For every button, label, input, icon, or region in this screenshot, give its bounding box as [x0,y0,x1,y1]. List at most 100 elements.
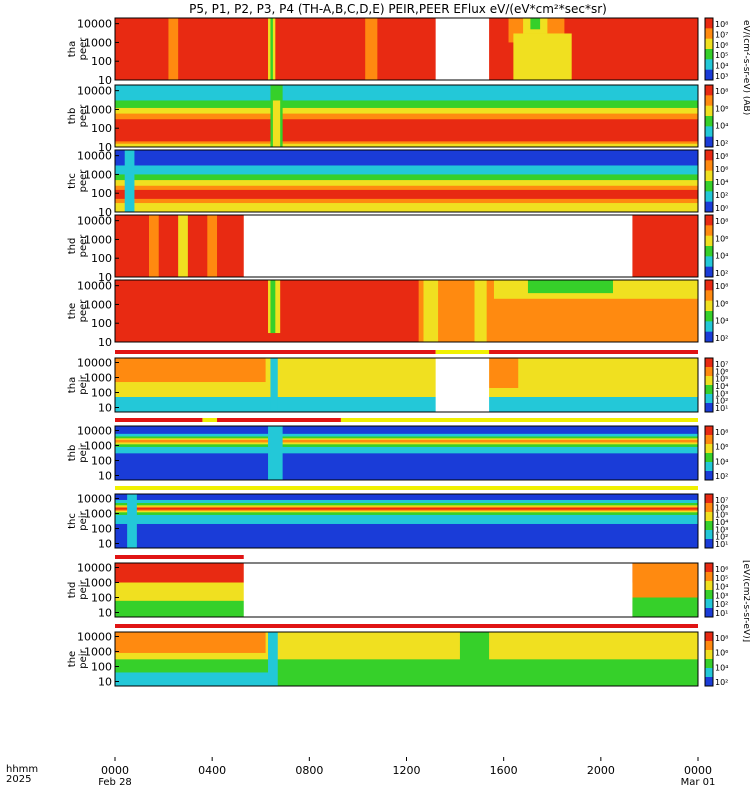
y-tick-label: 1000 [84,372,112,385]
x-tick-label: 0800 [295,764,323,777]
panel-ylabel-species: peir [78,510,89,530]
colorbar-tick-label: 10⁵ [715,51,728,60]
y-tick-label: 10000 [77,493,112,506]
y-tick-label: 10 [98,401,112,414]
panel-frame [114,214,699,278]
y-tick-label: 10 [98,469,112,482]
time-axis-row-label-1: hhmm [6,764,38,775]
colorbar-segment [705,394,713,404]
colorbar-frame [704,149,714,213]
panel-ylabel-probe: thc [67,173,78,189]
spectrogram-band [115,507,698,510]
y-tick-label: 10 [98,271,112,284]
colorbar-tick-label: 10⁴ [715,382,728,391]
spectrogram-band [270,358,278,412]
panel-thb-peer: 10000 1000 100 10 thb peer 10⁸ 10⁶ 10⁴ 10² [67,84,728,154]
y-tick-label: 100 [91,317,112,330]
colorbar-segment [705,471,713,481]
y-tick-label: 10000 [77,85,112,98]
colorbar-frame [704,425,714,481]
colorbar-segment [705,539,713,549]
colorbar-segment [705,385,713,395]
y-tick-label: 1000 [84,233,112,246]
y-tick-label: 1000 [84,168,112,181]
colorbar: 10⁸ 10⁶ 10⁴ 10² [704,214,728,278]
colorbar-segment [705,435,713,445]
colorbar-tick-label: 10¹ [715,540,728,549]
colorbar: 10⁸ 10⁶ 10⁴ 10² [704,425,728,481]
quality-flag-segment [115,624,698,628]
spectrogram-band [115,397,698,412]
colorbar-tick-label: 10⁴ [715,252,728,261]
colorbar-segment [705,280,713,291]
panel-ylabel-species: peer [78,37,89,61]
panel-ylabel-species: peir [78,579,89,599]
panel-ylabel-species: peer [78,169,89,193]
colorbar-segment [705,181,713,192]
colorbar-tick-label: 10² [715,678,728,687]
colorbar-segment [705,331,713,343]
colorbar-units: [eV/(cm2-s-sr-eV)] [741,560,750,642]
quality-flag-segment [340,418,698,422]
y-tick-label: 10000 [77,150,112,163]
colorbar-segment [705,521,713,531]
y-tick-label: 1000 [84,103,112,116]
colorbar-segment [705,300,713,312]
colorbar: 10⁸ 10⁶ 10⁴ 10² 10⁰ [704,149,728,213]
colorbar-tick-label: 10⁶ [715,443,728,452]
colorbar-frame [704,493,714,549]
colorbar-tick-label: 10⁴ [715,518,728,527]
colorbar-tick-label: 10⁶ [715,367,728,376]
y-tick-label: 100 [91,454,112,467]
y-tick-label: 10 [98,74,112,87]
colorbar-segment [705,59,713,71]
data-gap [435,358,490,412]
panel-frame [114,17,699,81]
colorbar-tick-label: 10⁸ [715,87,728,96]
colorbar-frame [704,279,714,343]
colorbar-tick-label: 10⁶ [715,565,728,574]
quality-flag-segment [489,350,698,354]
spectrogram-band [115,119,698,142]
x-tick-label: 1600 [490,764,518,777]
y-tick-label: 10000 [77,215,112,228]
colorbar-tick-label: 10⁷ [715,496,728,505]
x-tick-label: 0000 [684,764,712,777]
colorbar-segment [705,358,713,368]
quality-flag-segment [115,486,698,490]
spectrogram-band [268,426,283,480]
chart-title: P5, P1, P2, P3, P4 (TH-A,B,C,D,E) PEIR,P… [189,2,607,16]
colorbar-tick-label: 10⁶ [715,104,728,113]
spectrogram-band [530,18,541,30]
colorbar-segment [705,367,713,377]
panel-ylabel-probe: thb [67,445,78,462]
colorbar-segment [705,18,713,29]
panel-ylabel-probe: the [67,651,78,667]
colorbar-tick-label: 10⁴ [715,663,728,672]
colorbar-tick-label: 10⁸ [715,428,728,437]
colorbar-tick-label: 10⁸ [715,634,728,643]
spectrogram-band [632,597,698,617]
colorbar-tick-label: 10⁶ [715,234,728,243]
colorbar-segment [705,246,713,257]
colorbar-segment [705,632,713,642]
spectrogram-band [127,494,137,548]
y-tick-label: 10000 [77,631,112,644]
colorbar-segment [705,69,713,81]
panel-frame [114,425,699,481]
spectrogram-band [270,280,276,334]
colorbar-tick-label: 10¹ [715,404,728,413]
colorbar-segment [705,572,713,582]
colorbar-segment [705,256,713,268]
panel-thc-peer: 10000 1000 100 10 thc peer 10⁸ 10⁶ 10⁴ 10² 10⁰ [67,149,728,219]
colorbar-segment [705,376,713,386]
spectrogram-band [207,215,218,277]
y-tick-label: 100 [91,122,112,135]
y-tick-label: 10 [98,206,112,219]
colorbar-segment [705,512,713,522]
spectrogram-band [423,280,439,342]
